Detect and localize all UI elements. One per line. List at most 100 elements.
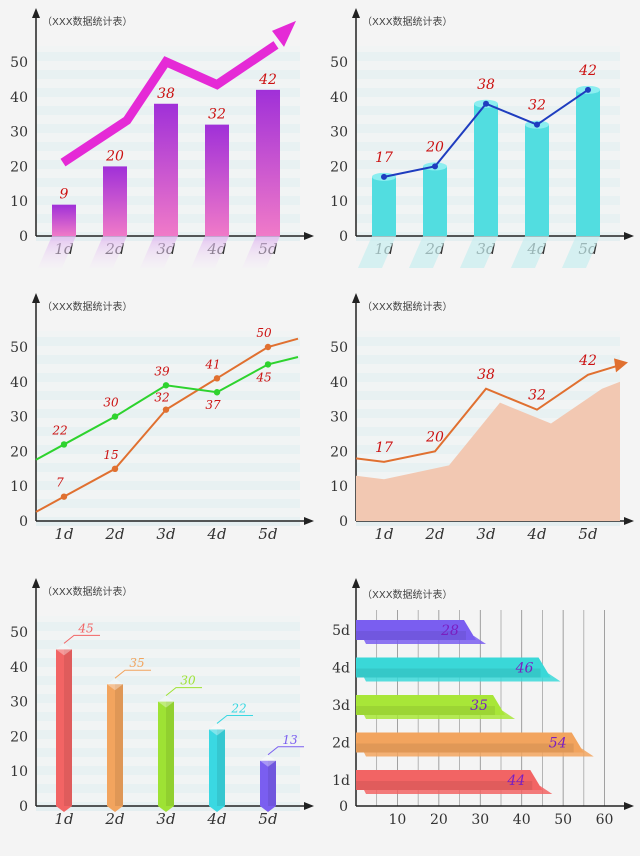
point-value-label: 37 [205, 398, 221, 412]
bar [423, 166, 447, 236]
bar-reflection [460, 236, 498, 268]
label-leader-line [165, 687, 202, 696]
y-tick-label: 40 [10, 375, 28, 391]
bar-side-shade [64, 649, 72, 806]
bar-value-label: 30 [180, 674, 196, 688]
chart-6-horizontal-bars: （XXX数据统计表） 0 10 20 30 40 50 60 44 1d 54 2d 35 3d 46 4d 2… [332, 578, 634, 828]
line-point [111, 413, 119, 420]
chart-1-bar-with-trend-arrow: （XXX数据统计表）010203040501d2d3d4d5d920383242 [10, 8, 314, 268]
x-axis-arrow [304, 802, 314, 810]
grid-band [36, 622, 300, 631]
chart-5-colored-bars: （XXX数据统计表） 0 10 20 30 40 50 1d 2d 3d 4d 5d 45 35 30 22 1… [10, 578, 314, 828]
y-tick-label: 0 [339, 229, 348, 245]
bar [372, 176, 396, 236]
grid-band [356, 355, 620, 364]
y-tick-label: 5d [332, 623, 350, 639]
point-value-label: 20 [425, 429, 444, 445]
bar-value-label: 35 [470, 698, 488, 714]
y-tick-label: 50 [330, 340, 348, 356]
point-value-label: 41 [204, 357, 220, 371]
bar-base [209, 806, 225, 812]
grid-band [36, 676, 300, 685]
bar-base [107, 806, 123, 812]
bar-value-label: 42 [578, 63, 597, 79]
bar-shade [356, 631, 466, 640]
x-tick-label: 2d [104, 525, 124, 543]
line-point [264, 361, 272, 368]
line-point [534, 121, 540, 128]
point-value-label: 7 [56, 476, 64, 490]
plot-background [36, 331, 300, 521]
bar-reflection [409, 236, 447, 268]
bar [107, 684, 123, 806]
grid-band [356, 88, 620, 97]
bar-cap [260, 754, 276, 767]
y-tick-label: 20 [10, 729, 28, 745]
y-tick-label: 30 [10, 410, 28, 426]
bar-reflection [191, 236, 229, 268]
bar-base [56, 806, 72, 812]
grid-band [36, 409, 300, 418]
bar-value-label: 42 [258, 72, 277, 88]
x-tick-label: 3d [476, 525, 495, 543]
bar-shade [356, 706, 495, 715]
y-tick-label: 20 [10, 444, 28, 460]
bar [256, 89, 280, 236]
x-tick-label: 5d [258, 810, 277, 828]
bar-value-label: 20 [425, 139, 444, 155]
bar-value-label: 35 [129, 656, 144, 670]
y-tick-label: 0 [19, 514, 28, 530]
y-tick-label: 30 [10, 695, 28, 711]
line-point [264, 343, 272, 351]
bar-value-label: 46 [515, 661, 534, 677]
y-tick-label: 2d [332, 736, 350, 752]
grid-band [36, 391, 300, 400]
y-tick-label: 3d [332, 698, 350, 714]
bar [52, 204, 76, 236]
y-tick-label: 0 [339, 514, 348, 530]
y-tick-label: 50 [10, 625, 28, 641]
chart-title: （XXX数据统计表） [42, 15, 133, 28]
bar [356, 732, 584, 753]
y-axis-arrow [32, 293, 40, 303]
bar-value-label: 38 [477, 77, 495, 93]
x-tick-label: 4d [206, 810, 226, 828]
point-value-label: 39 [154, 364, 170, 378]
bar [158, 701, 174, 806]
bar [474, 103, 498, 236]
grid-band [36, 658, 300, 667]
y-tick-label: 40 [330, 90, 348, 106]
series-line [355, 363, 623, 463]
y-tick-label: 20 [10, 159, 28, 175]
x-tick-label: 5d [258, 525, 277, 543]
bar-value-label: 32 [528, 98, 546, 114]
grid-band [36, 463, 300, 472]
bar-value-label: 38 [157, 86, 175, 102]
bar-value-label: 17 [375, 150, 393, 166]
bar-reflection [242, 236, 280, 268]
x-tick-label: 50 [554, 812, 572, 828]
x-tick-label: 1d [54, 525, 73, 543]
bar-shade [356, 668, 541, 678]
chart-title: （XXX数据统计表） [362, 300, 453, 313]
x-tick-label: 3d [156, 810, 175, 828]
line-point [381, 173, 387, 180]
x-tick-label: 1d [374, 525, 393, 543]
bar-side-shade [166, 701, 174, 806]
grid-band [356, 391, 620, 400]
line-point [60, 441, 68, 448]
bar-cap [107, 678, 123, 691]
point-value-label: 42 [578, 353, 597, 369]
bar [356, 770, 543, 790]
grid-band [36, 499, 300, 508]
line-point [162, 406, 170, 413]
bar-cap [158, 695, 174, 708]
area-fill [356, 381, 620, 521]
grid-band [36, 640, 300, 649]
chart-title: （XXX数据统计表） [42, 300, 133, 313]
point-value-label: 32 [528, 388, 546, 404]
bar-value-label: 22 [230, 701, 246, 715]
y-tick-label: 1d [332, 773, 350, 789]
label-leader-line [114, 669, 151, 679]
